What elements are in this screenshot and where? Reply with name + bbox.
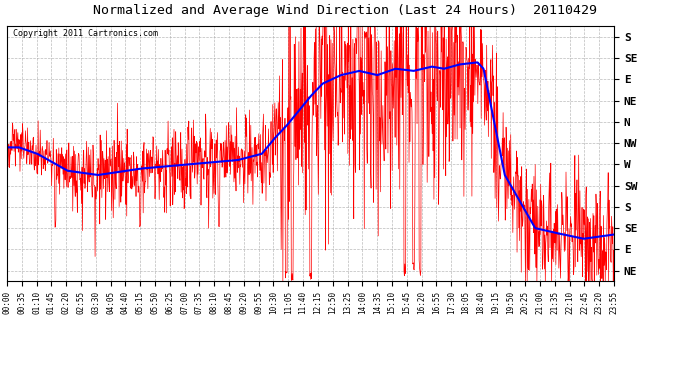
Text: Copyright 2011 Cartronics.com: Copyright 2011 Cartronics.com bbox=[13, 29, 158, 38]
Text: Normalized and Average Wind Direction (Last 24 Hours)  20110429: Normalized and Average Wind Direction (L… bbox=[93, 4, 597, 17]
